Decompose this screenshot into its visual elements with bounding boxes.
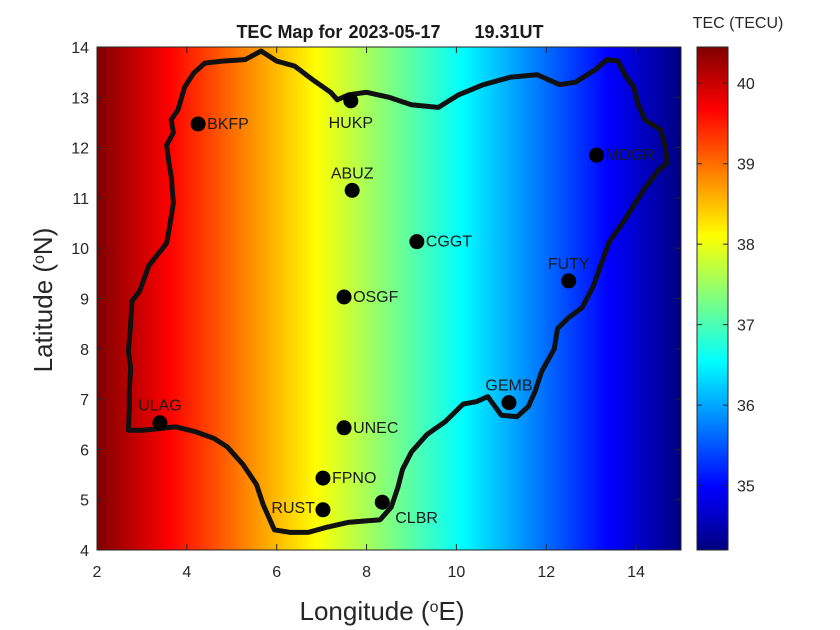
colorbar-tick-label: 36 xyxy=(737,398,755,415)
station-label-mdgr: MDGR xyxy=(606,147,655,164)
y-tick-label: 4 xyxy=(80,543,89,560)
station-marker-ulag xyxy=(152,415,168,431)
y-axis: 4 5 6 7 8 9 10 11 12 13 14 xyxy=(71,40,681,560)
station-label-abuz: ABUZ xyxy=(331,165,374,182)
colorbar-tick-label: 40 xyxy=(737,76,755,93)
x-tick-label: 10 xyxy=(447,564,465,581)
station-marker-abuz xyxy=(344,182,360,198)
colorbar-tick-label: 39 xyxy=(737,157,755,174)
station-marker-futy xyxy=(561,273,577,289)
colorbar-bar xyxy=(696,46,729,551)
station-label-hukp: HUKP xyxy=(329,115,373,132)
station-marker-mdgr xyxy=(589,147,605,163)
station-label-gemb: GEMB xyxy=(485,378,532,395)
y-tick-label: 6 xyxy=(80,442,89,459)
station-label-clbr: CLBR xyxy=(395,510,438,527)
colorbar-tick-label: 35 xyxy=(737,479,755,496)
tec-heatmap xyxy=(97,47,681,550)
colorbar-tick-label: 37 xyxy=(737,318,755,335)
chart-title: TEC Map for 2023-05-17 19.31UT xyxy=(236,22,543,42)
x-axis-label: Longitude (oE) xyxy=(299,596,464,626)
station-label-osgf: OSGF xyxy=(353,289,399,306)
colorbar: TEC (TECU) 35 36 37 38 39 40 xyxy=(693,15,784,551)
x-tick-label: 2 xyxy=(93,564,102,581)
station-marker-bkfp xyxy=(190,116,206,132)
station-marker-unec xyxy=(336,420,352,436)
station-marker-fpno xyxy=(315,470,331,486)
x-tick-label: 12 xyxy=(537,564,555,581)
station-label-bkfp: BKFP xyxy=(207,116,249,133)
country-boundary-layer xyxy=(125,48,670,535)
station-label-cggt: CGGT xyxy=(426,234,472,251)
colorbar-tick-label: 38 xyxy=(737,237,755,254)
y-tick-label: 10 xyxy=(71,241,89,258)
station-marker-hukp xyxy=(343,93,359,109)
station-layer: BKFP HUKP ABUZ MDGR CGGT FUTY OSGF GEMB ULAG UNEC… xyxy=(138,93,654,527)
station-label-unec: UNEC xyxy=(353,420,398,437)
x-axis: 2 4 6 8 10 12 14 xyxy=(93,47,645,581)
y-tick-label: 14 xyxy=(71,40,89,57)
nigeria-boundary xyxy=(125,48,670,535)
plot-area: BKFP HUKP ABUZ MDGR CGGT FUTY OSGF GEMB ULAG UNEC… xyxy=(96,46,682,551)
station-marker-gemb xyxy=(501,395,517,411)
station-label-fpno: FPNO xyxy=(332,470,376,487)
y-tick-label: 13 xyxy=(71,90,89,107)
x-tick-label: 6 xyxy=(272,564,281,581)
station-marker-clbr xyxy=(374,494,390,510)
y-axis-label: Latitude (oN) xyxy=(28,228,58,373)
colorbar-label: TEC (TECU) xyxy=(693,15,784,32)
y-tick-label: 7 xyxy=(80,392,89,409)
station-marker-osgf xyxy=(336,289,352,305)
x-tick-label: 14 xyxy=(627,564,645,581)
station-marker-cggt xyxy=(409,234,425,250)
y-tick-label: 11 xyxy=(72,191,89,208)
x-tick-label: 8 xyxy=(362,564,371,581)
y-tick-label: 8 xyxy=(80,342,89,359)
station-label-rust: RUST xyxy=(271,500,315,517)
y-tick-label: 12 xyxy=(71,141,89,158)
x-tick-label: 4 xyxy=(182,564,191,581)
colorbar-ticks: 35 36 37 38 39 40 xyxy=(697,76,755,496)
station-label-ulag: ULAG xyxy=(138,398,182,415)
y-tick-label: 9 xyxy=(80,292,89,309)
station-marker-rust xyxy=(315,502,331,518)
y-tick-label: 5 xyxy=(80,493,89,510)
station-label-futy: FUTY xyxy=(548,256,590,273)
